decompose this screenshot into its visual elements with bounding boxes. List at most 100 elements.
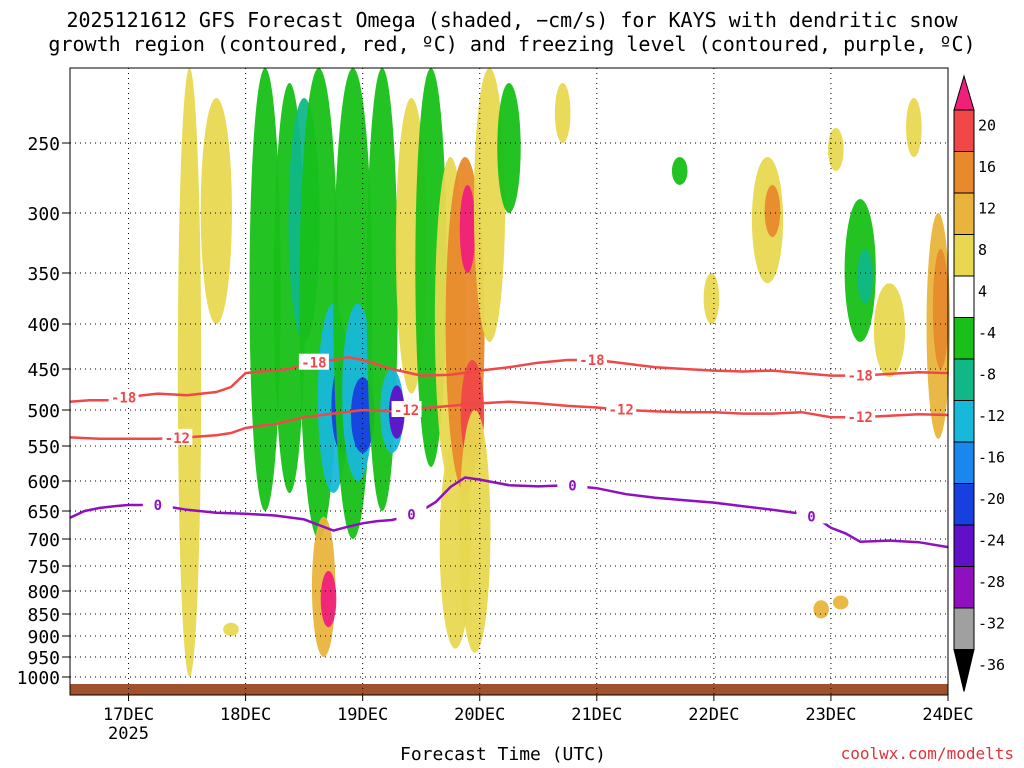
colorbar-label: -12 (978, 407, 1005, 425)
contour-label: 0 (807, 509, 815, 525)
colorbar-label: -16 (978, 448, 1005, 466)
colorbar-segment (953, 275, 975, 318)
omega-shade-1 (200, 98, 232, 324)
colorbar-segment (953, 607, 975, 650)
contour-label: -18 (301, 356, 326, 372)
colorbar-segment (953, 151, 975, 194)
y-tick-label: 600 (27, 472, 60, 493)
omega-shade-35 (906, 98, 922, 157)
contour-label-bg (606, 400, 637, 417)
contour-label: 0 (407, 508, 415, 524)
colorbar-label: -32 (978, 614, 1005, 632)
contour-label-bg (796, 507, 827, 524)
contour-label-bg (298, 353, 329, 370)
omega-shade-9 (320, 571, 337, 628)
colorbar-segment (953, 192, 975, 235)
contour-label: -18 (848, 369, 873, 385)
colorbar-label: -8 (978, 365, 996, 383)
contour-dgz_minus18 (69, 356, 949, 404)
omega-shade-24 (473, 68, 506, 342)
colorbar-label: 12 (978, 199, 996, 217)
colorbar-segment (953, 524, 975, 567)
x-tick-label: 21DEC (571, 705, 622, 725)
x-tick-label: 18DEC (220, 705, 271, 725)
y-tick-label: 350 (27, 264, 60, 285)
colorbar-segment (953, 109, 975, 152)
omega-shade-39 (832, 595, 849, 610)
contour-label-bg (162, 428, 193, 445)
colorbar-label: -20 (978, 490, 1005, 508)
colorbar-label: -36 (978, 656, 1005, 674)
y-tick-label: 550 (27, 437, 60, 458)
x-tick-label: 23DEC (805, 705, 856, 725)
contour-label: -12 (848, 410, 873, 426)
colorbar-label: -28 (978, 573, 1005, 591)
contour-label-bg (142, 496, 173, 512)
omega-shade-34 (873, 283, 906, 378)
colorbar-bottom-arrow (953, 649, 975, 692)
contour-label: -18 (579, 353, 604, 369)
contour-label: -12 (394, 403, 419, 419)
contour-label-bg (576, 351, 607, 367)
colorbar-segment (953, 400, 975, 443)
omega-shade-31 (828, 128, 844, 171)
y-tick-label: 500 (27, 401, 60, 422)
omega-shade-25 (497, 83, 521, 213)
omega-shade-23 (459, 410, 491, 653)
colorbar-label: 4 (978, 282, 987, 300)
colorbar-segment (953, 566, 975, 609)
omega-shade-21 (459, 185, 476, 273)
colorbar-label: 16 (978, 158, 996, 176)
omega-shade-27 (671, 157, 688, 185)
y-tick-label: 400 (27, 315, 60, 336)
omega-shade-29 (764, 185, 781, 237)
x-tick-label: 19DEC (337, 705, 388, 725)
y-tick-label: 250 (27, 134, 60, 155)
colorbar-label: 20 (978, 116, 996, 134)
y-tick-label: 950 (27, 648, 60, 669)
y-tick-label: 300 (27, 204, 60, 225)
y-tick-label: 850 (27, 605, 60, 626)
terrain-ground (70, 684, 948, 695)
x-tick-sublabel: 2025 (108, 724, 149, 744)
y-tick-label: 900 (27, 627, 60, 648)
omega-shade-37 (932, 249, 949, 369)
colorbar-segment (953, 441, 975, 484)
colorbar-label: 8 (978, 241, 987, 259)
colorbar-label: -24 (978, 531, 1005, 549)
y-tick-label: 450 (27, 360, 60, 381)
colorbar-top-arrow (953, 74, 975, 111)
y-tick-label: 650 (27, 502, 60, 523)
colorbar-segment (953, 483, 975, 526)
colorbar-segment (953, 317, 975, 360)
y-tick-label: 1000 (17, 668, 60, 689)
omega-shade-0 (177, 68, 202, 677)
chart-title-line-2: growth region (contoured, red, ºC) and f… (48, 32, 976, 56)
x-tick-label: 20DEC (454, 705, 505, 725)
x-tick-label: 22DEC (688, 705, 739, 725)
credit-link[interactable]: coolwx.com/modelts (840, 744, 1014, 763)
colorbar-segment (953, 234, 975, 277)
y-tick-label: 750 (27, 557, 60, 578)
chart-title-line-1: 2025121612 GFS Forecast Omega (shaded, −… (66, 8, 958, 32)
omega-shade-38 (813, 600, 829, 619)
omega-shade-26 (554, 83, 571, 143)
contour-label-bg (845, 408, 876, 425)
colorbar-label: -4 (978, 324, 996, 342)
colorbar-segment (953, 358, 975, 401)
contour-label-bg (391, 401, 422, 417)
y-tick-label: 700 (27, 530, 60, 551)
omega-shade-40 (223, 622, 239, 637)
contour-label-bg (396, 505, 427, 522)
contour-label: 0 (568, 479, 576, 495)
contour-label: 0 (154, 498, 162, 514)
chart-title: 2025121612 GFS Forecast Omega (shaded, −… (0, 8, 1024, 56)
x-axis-label: Forecast Time (UTC) (400, 744, 606, 765)
contour-dgz_minus12 (69, 400, 949, 441)
omega-shade-30 (703, 273, 720, 324)
contour-label: -12 (165, 431, 190, 447)
contour-label-bg (557, 476, 588, 493)
omega-shade-2 (249, 68, 281, 511)
plot-frame (69, 67, 949, 696)
